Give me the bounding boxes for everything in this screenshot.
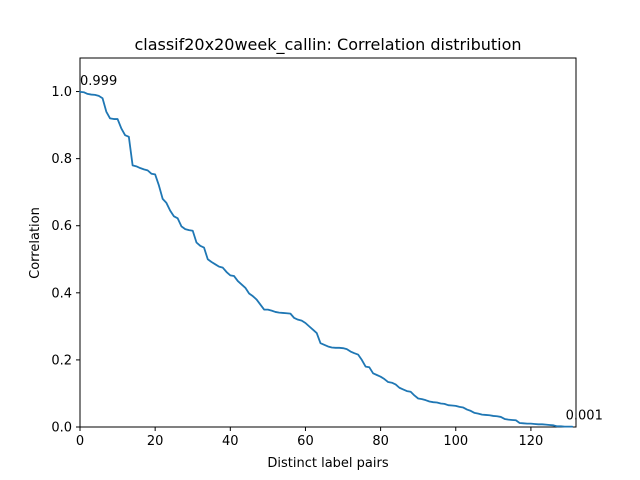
y-tick-label: 1.0 <box>51 85 72 100</box>
y-tick-label: 0.0 <box>51 421 72 436</box>
y-tick-label: 0.6 <box>51 219 72 234</box>
x-tick-label: 40 <box>222 434 239 449</box>
x-tick-label: 100 <box>443 434 468 449</box>
chart-title: classif20x20week_callin: Correlation dis… <box>134 35 521 55</box>
x-tick-label: 20 <box>147 434 164 449</box>
max-value-annotation: 0.999 <box>80 74 117 89</box>
x-axis-ticks: 0 20 40 60 80 100 120 <box>76 427 543 449</box>
axes-group <box>79 57 577 428</box>
x-tick-label: 80 <box>372 434 389 449</box>
y-axis-ticks: 0.0 0.2 0.4 0.6 0.8 1.0 <box>51 85 80 436</box>
series-group <box>79 90 574 428</box>
axes-frame <box>79 57 577 428</box>
x-tick-label: 120 <box>518 434 543 449</box>
y-tick-label: 0.2 <box>51 353 72 368</box>
y-tick-label: 0.4 <box>51 286 72 301</box>
annotations-group: 0.999 0.001 <box>80 74 603 424</box>
y-tick-label: 0.8 <box>51 152 72 167</box>
min-value-annotation: 0.001 <box>566 409 603 424</box>
y-axis-label: Correlation <box>28 207 43 279</box>
x-tick-label: 60 <box>297 434 314 449</box>
x-tick-label: 0 <box>76 434 84 449</box>
x-axis-label: Distinct label pairs <box>267 456 388 471</box>
correlation-line <box>79 90 574 428</box>
